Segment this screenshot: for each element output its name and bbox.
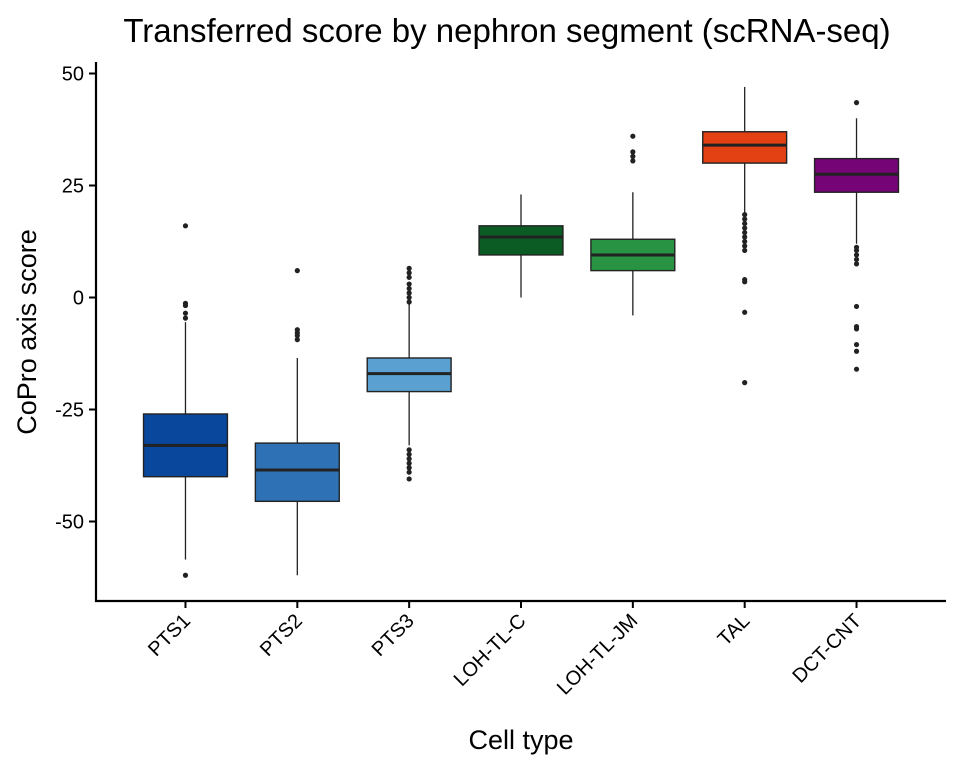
outlier-point-tal [742, 216, 748, 222]
outlier-point-pts3 [406, 294, 412, 301]
x-tick-label: PTS3 [368, 610, 419, 661]
outlier-point-pts3 [406, 290, 412, 296]
outlier-point-dct-cnt [853, 348, 860, 354]
x-tick-label: TAL [714, 610, 754, 650]
box-group-dct-cnt [813, 100, 900, 372]
x-tick-label: LOH-TL-C [450, 610, 531, 691]
outlier-point-pts3 [406, 447, 412, 453]
outlier-point-tal [742, 234, 748, 240]
outlier-point-tal [742, 380, 748, 386]
box-loh-tl-c [478, 225, 564, 256]
outlier-point-pts1 [182, 302, 189, 309]
outlier-point-tal [742, 220, 748, 227]
x-axis-title: Cell type [468, 725, 573, 755]
outlier-point-pts3 [406, 299, 412, 305]
box-pts2 [254, 442, 340, 503]
box-group-loh-tl-jm [590, 133, 676, 316]
x-tick-label: PTS2 [256, 610, 307, 661]
outlier-point-loh-tl-jm [630, 149, 636, 155]
outlier-point-pts1 [182, 315, 189, 321]
outlier-point-tal [742, 229, 748, 236]
y-tick-label: 50 [62, 64, 84, 86]
outlier-point-tal [742, 279, 748, 285]
outlier-point-pts3 [406, 476, 412, 482]
x-axis-ticks: PTS1 PTS2 PTS3 LOH-TL-C LOH-TL-JM TAL DCT-CNT [144, 601, 866, 699]
outlier-point-tal [742, 225, 748, 231]
outlier-point-dct-cnt [853, 303, 860, 310]
y-tick-label: 25 [62, 176, 84, 198]
outlier-point-loh-tl-jm [630, 133, 636, 139]
outlier-point-dct-cnt [853, 341, 860, 348]
y-tick-label: -25 [55, 400, 84, 422]
x-tick-label: DCT-CNT [788, 610, 866, 688]
box-group-tal [702, 86, 788, 386]
outlier-point-pts1 [182, 223, 189, 229]
box-group-pts3 [366, 265, 452, 482]
outlier-point-pts3 [406, 270, 412, 276]
box-group-pts1 [142, 223, 229, 578]
outlier-point-tal [742, 243, 748, 249]
outlier-point-dct-cnt [853, 261, 860, 267]
box-group-loh-tl-c [478, 194, 564, 298]
outlier-point-pts2 [294, 332, 300, 339]
outlier-point-dct-cnt [853, 256, 860, 263]
outlier-point-tal [742, 212, 748, 218]
outlier-point-pts1 [182, 572, 189, 578]
outlier-point-dct-cnt [853, 326, 860, 332]
outlier-point-pts3 [406, 465, 412, 471]
chart-title: Transferred score by nephron segment (sc… [123, 12, 890, 49]
outlier-point-loh-tl-jm [630, 153, 636, 159]
outlier-point-pts3 [406, 469, 412, 475]
outlier-point-pts3 [406, 281, 412, 287]
box-tal [702, 131, 788, 164]
outlier-point-pts1 [182, 310, 189, 316]
outlier-point-pts3 [406, 456, 412, 462]
box-group-pts2 [254, 268, 340, 576]
x-tick-label: PTS1 [144, 610, 195, 661]
outlier-point-tal [742, 247, 748, 254]
plot-area [142, 86, 900, 578]
outlier-point-loh-tl-jm [630, 158, 636, 164]
outlier-point-pts3 [406, 451, 412, 457]
outlier-point-tal [742, 238, 748, 245]
outlier-point-pts3 [406, 265, 412, 271]
outlier-point-dct-cnt [853, 252, 860, 258]
outlier-point-pts2 [294, 268, 300, 274]
outlier-point-pts2 [294, 337, 300, 343]
outlier-point-dct-cnt [853, 100, 860, 106]
x-tick-label: LOH-TL-JM [553, 610, 642, 699]
outlier-point-pts3 [406, 460, 412, 466]
outlier-point-dct-cnt [853, 247, 860, 254]
y-axis-title: CoPro axis score [12, 229, 42, 435]
outlier-point-pts3 [406, 285, 412, 292]
outlier-point-tal [742, 309, 748, 315]
y-tick-label: -50 [55, 512, 84, 534]
y-tick-label: 0 [73, 288, 84, 310]
y-axis-ticks: 50 25 0 -25 -50 [55, 64, 96, 534]
outlier-point-dct-cnt [853, 366, 860, 372]
outlier-point-pts3 [406, 274, 412, 280]
